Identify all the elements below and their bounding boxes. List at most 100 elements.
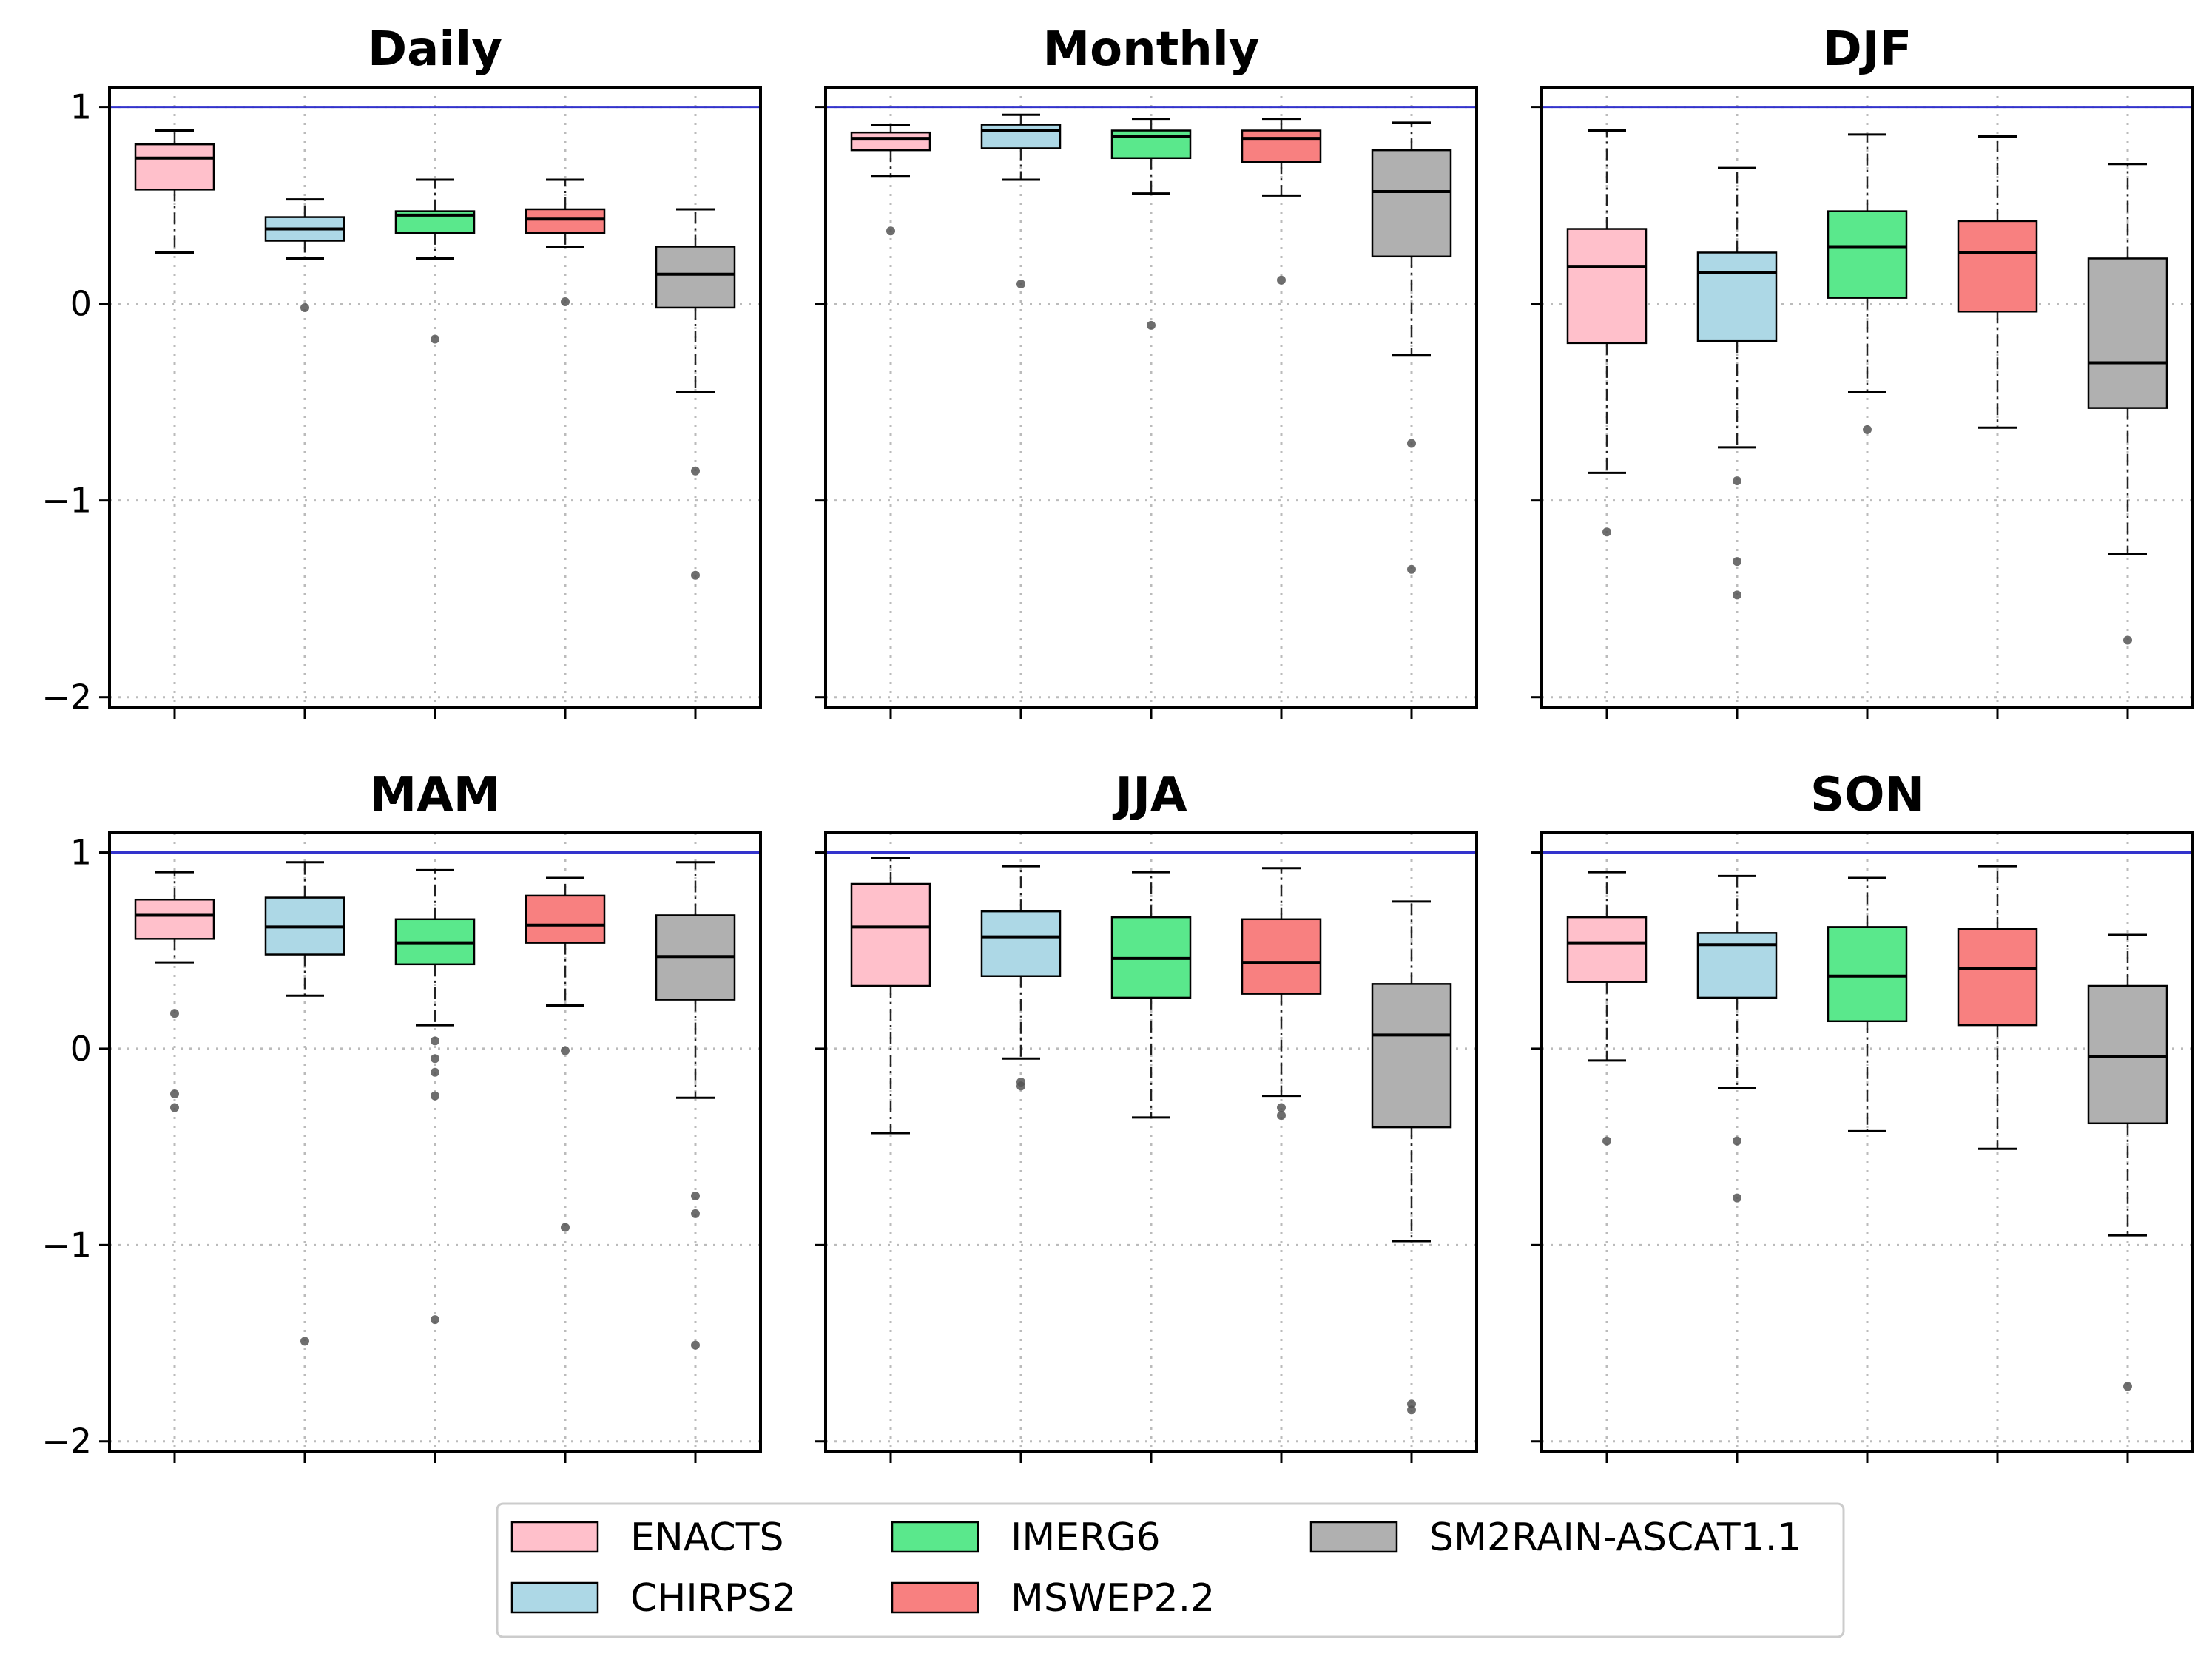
legend-label: ENACTS (630, 1516, 784, 1560)
outlier-point (1733, 557, 1741, 567)
box-imerg6 (1827, 133, 1908, 434)
panel-son: SON (1531, 768, 2194, 1463)
y-tick-label: 1 (70, 87, 92, 127)
outlier-point (1277, 1111, 1286, 1121)
outlier-point (1277, 275, 1286, 285)
box-mswep2-2 (1957, 865, 2038, 1150)
outlier-point (1863, 425, 1872, 434)
y-tick-label: 0 (70, 284, 92, 324)
outlier-point (1407, 439, 1416, 448)
box-mswep2-2 (1241, 118, 1322, 285)
box-body (1566, 916, 1648, 983)
panel-jja: JJA (815, 768, 1478, 1463)
box-sm2rain-ascat1-1 (1371, 900, 1452, 1415)
legend-item-sm2rain-ascat1-1: SM2RAIN-ASCAT1.1 (1309, 1516, 1801, 1560)
panels: 1 0 −1 −2 Daily Monthly DJF 1 0 −1 −2 MAM JJA SON (41, 22, 2194, 1463)
box-imerg6 (1110, 871, 1192, 1119)
box-body (134, 898, 215, 940)
outlier-point (1602, 527, 1611, 537)
box-body (2087, 984, 2168, 1125)
box-body (1696, 251, 1778, 342)
legend-swatch (510, 1521, 599, 1553)
panel-djf: DJF (1531, 22, 2194, 719)
box-sm2rain-ascat1-1 (655, 208, 736, 580)
box-body (1371, 149, 1452, 258)
box-chirps2 (264, 198, 345, 312)
legend-label: IMERG6 (1011, 1516, 1161, 1560)
box-imerg6 (1827, 876, 1908, 1132)
outlier-point (170, 1089, 179, 1098)
box-body (850, 882, 931, 987)
box-body (1566, 228, 1648, 345)
panel-daily: 1 0 −1 −2 Daily (41, 22, 762, 719)
outlier-point (431, 1067, 439, 1077)
box-body (1696, 932, 1778, 999)
outlier-point (1277, 1103, 1286, 1112)
outlier-point (1733, 476, 1741, 486)
outlier-point (691, 1191, 700, 1200)
legend-label: CHIRPS2 (630, 1576, 796, 1621)
box-body (134, 143, 215, 191)
box-body (1827, 210, 1908, 299)
box-mswep2-2 (1957, 135, 2038, 429)
box-chirps2 (980, 113, 1062, 289)
box-body (525, 894, 606, 944)
box-body (1957, 928, 2038, 1027)
box-sm2rain-ascat1-1 (2087, 163, 2168, 645)
outlier-point (1016, 280, 1025, 289)
outlier-point (1147, 320, 1156, 330)
panel-title: Daily (368, 22, 502, 77)
outlier-point (1016, 1081, 1025, 1091)
box-body (2087, 257, 2168, 409)
outlier-point (1733, 1136, 1741, 1146)
box-body (1241, 918, 1322, 995)
outlier-point (886, 226, 895, 236)
box-imerg6 (1110, 118, 1192, 330)
outlier-point (561, 1046, 570, 1055)
legend-swatch (891, 1581, 979, 1614)
box-enacts (134, 129, 215, 254)
box-mswep2-2 (525, 876, 606, 1232)
box-chirps2 (1696, 166, 1778, 600)
legend-label: MSWEP2.2 (1011, 1576, 1215, 1621)
box-body (655, 246, 736, 309)
box-body (850, 131, 931, 152)
box-chirps2 (264, 861, 345, 1346)
box-imerg6 (394, 868, 476, 1325)
outlier-point (300, 303, 309, 312)
box-sm2rain-ascat1-1 (655, 861, 736, 1350)
outlier-point (431, 1036, 439, 1046)
box-enacts (1566, 871, 1648, 1146)
box-chirps2 (1696, 874, 1778, 1203)
box-imerg6 (394, 178, 476, 344)
legend-item-mswep2-2: MSWEP2.2 (891, 1576, 1215, 1621)
legend: ENACTS CHIRPS2 IMERG6 MSWEP2.2 SM2RAIN-ASCAT… (496, 1502, 1845, 1638)
box-sm2rain-ascat1-1 (1371, 121, 1452, 574)
outlier-point (691, 570, 700, 580)
outlier-point (561, 297, 570, 306)
box-mswep2-2 (525, 178, 606, 306)
outlier-point (1733, 1193, 1741, 1203)
box-body (980, 124, 1062, 149)
box-body (1371, 983, 1452, 1129)
panel-monthly: Monthly (815, 22, 1478, 719)
outlier-point (691, 1340, 700, 1350)
panel-title: DJF (1823, 22, 1912, 77)
legend-swatch (1309, 1521, 1398, 1553)
box-enacts (850, 124, 931, 236)
y-tick-label: 1 (70, 833, 92, 873)
y-tick-label: 0 (70, 1029, 92, 1069)
y-tick-label: −2 (41, 1422, 92, 1462)
panel-title: Monthly (1042, 22, 1259, 77)
box-mswep2-2 (1241, 867, 1322, 1121)
box-body (1110, 129, 1192, 160)
box-enacts (850, 857, 931, 1135)
outlier-point (431, 1054, 439, 1064)
outlier-point (1733, 590, 1741, 600)
y-tick-label: −2 (41, 678, 92, 717)
outlier-point (691, 466, 700, 476)
y-tick-label: −1 (41, 481, 92, 521)
legend-swatch (510, 1581, 599, 1614)
box-chirps2 (980, 865, 1062, 1091)
